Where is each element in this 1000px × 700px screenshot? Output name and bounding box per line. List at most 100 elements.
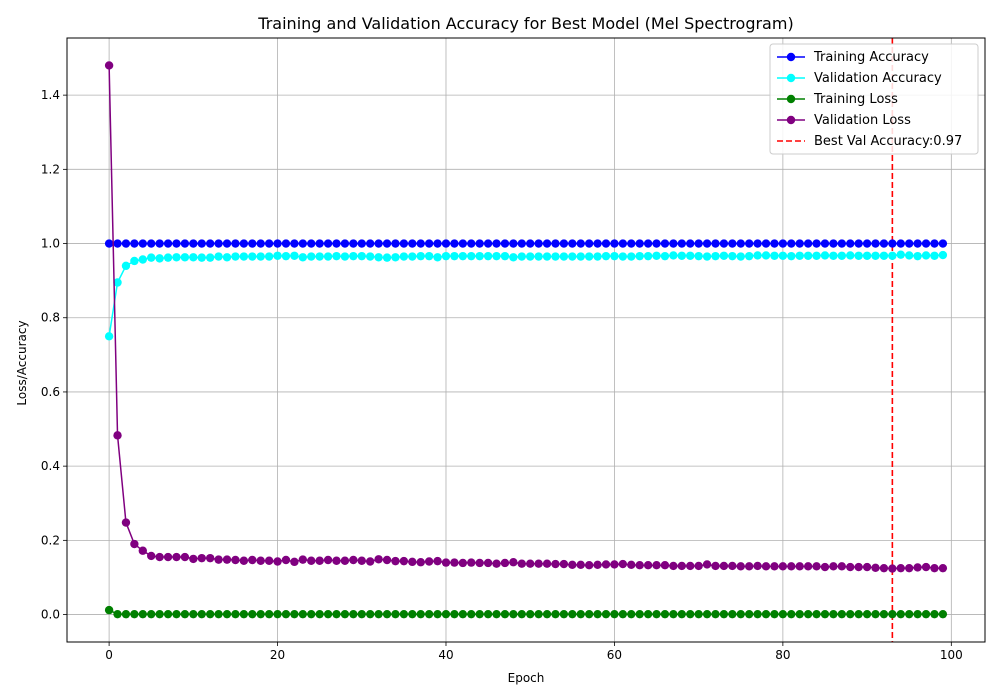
data-point bbox=[669, 609, 678, 619]
data-point bbox=[753, 239, 762, 248]
data-point bbox=[930, 251, 939, 260]
data-point bbox=[189, 239, 198, 248]
data-point bbox=[441, 609, 451, 619]
data-point bbox=[888, 251, 897, 260]
data-point bbox=[307, 252, 316, 261]
data-point bbox=[677, 239, 687, 248]
data-point bbox=[509, 253, 518, 262]
data-point bbox=[509, 558, 518, 567]
data-point bbox=[399, 239, 409, 248]
data-point bbox=[930, 239, 939, 248]
data-point bbox=[854, 239, 863, 248]
data-point bbox=[130, 239, 139, 248]
data-point bbox=[189, 253, 198, 262]
data-point bbox=[408, 557, 417, 567]
data-point bbox=[627, 252, 636, 261]
data-point bbox=[905, 239, 914, 248]
data-point bbox=[744, 562, 754, 571]
data-point bbox=[273, 251, 282, 260]
data-point bbox=[559, 559, 569, 569]
data-point bbox=[719, 251, 729, 260]
data-point bbox=[332, 609, 341, 619]
data-point bbox=[214, 239, 223, 248]
data-point bbox=[197, 609, 206, 619]
data-point bbox=[197, 253, 206, 262]
data-point bbox=[357, 556, 366, 565]
data-point bbox=[938, 250, 948, 260]
data-point bbox=[686, 239, 695, 248]
data-point bbox=[492, 251, 501, 261]
data-point bbox=[340, 239, 350, 248]
data-point bbox=[879, 239, 889, 248]
data-point bbox=[862, 562, 872, 572]
data-point bbox=[323, 252, 333, 261]
data-point bbox=[854, 562, 863, 572]
data-point bbox=[702, 252, 712, 261]
data-point bbox=[147, 253, 156, 262]
data-point bbox=[736, 239, 745, 248]
data-point bbox=[365, 239, 375, 248]
data-point bbox=[778, 562, 788, 571]
data-point bbox=[382, 609, 392, 619]
data-point bbox=[711, 609, 720, 619]
data-point bbox=[138, 255, 147, 264]
data-point bbox=[155, 254, 164, 263]
data-point bbox=[534, 559, 543, 568]
data-point bbox=[753, 609, 762, 619]
data-point bbox=[702, 560, 712, 569]
data-point bbox=[197, 553, 206, 563]
data-point bbox=[424, 239, 434, 248]
data-point bbox=[441, 239, 451, 248]
data-point bbox=[290, 609, 299, 619]
data-point bbox=[197, 239, 206, 248]
data-point bbox=[593, 252, 602, 261]
data-point bbox=[888, 564, 897, 573]
data-point bbox=[728, 609, 737, 619]
data-point bbox=[829, 239, 838, 248]
data-point bbox=[155, 609, 164, 619]
data-point bbox=[467, 609, 476, 619]
data-point bbox=[660, 251, 670, 261]
data-point bbox=[610, 239, 619, 248]
y-tick-label: 0.2 bbox=[41, 533, 60, 547]
y-tick-label: 1.4 bbox=[41, 88, 60, 102]
data-point bbox=[239, 556, 249, 565]
data-point bbox=[542, 239, 552, 248]
data-point bbox=[349, 251, 358, 261]
data-point bbox=[711, 239, 720, 248]
legend-label-training-loss: Training Loss bbox=[813, 92, 898, 107]
data-point bbox=[854, 251, 863, 260]
x-tick-label: 100 bbox=[940, 648, 963, 662]
data-point bbox=[163, 239, 173, 248]
data-point bbox=[500, 251, 510, 261]
data-point bbox=[669, 251, 678, 260]
data-point bbox=[770, 251, 779, 260]
data-point bbox=[172, 609, 181, 619]
data-point bbox=[500, 609, 510, 619]
legend-label-validation-accuracy: Validation Accuracy bbox=[814, 71, 942, 86]
data-point bbox=[273, 609, 282, 619]
data-point bbox=[130, 539, 139, 549]
data-point bbox=[896, 609, 905, 619]
data-point bbox=[551, 559, 560, 569]
data-point bbox=[264, 556, 274, 565]
data-point bbox=[509, 239, 518, 248]
legend-label-training-accuracy: Training Accuracy bbox=[813, 50, 929, 65]
data-point bbox=[829, 562, 838, 571]
data-point bbox=[534, 609, 543, 619]
data-point bbox=[702, 609, 712, 619]
data-point bbox=[686, 609, 695, 619]
data-point bbox=[483, 239, 493, 248]
data-point bbox=[837, 251, 847, 260]
y-tick-label: 0.8 bbox=[41, 311, 60, 325]
data-point bbox=[416, 558, 425, 567]
data-point bbox=[728, 561, 737, 571]
data-point bbox=[433, 239, 442, 248]
data-point bbox=[315, 609, 324, 619]
data-point bbox=[846, 239, 855, 248]
data-point bbox=[795, 609, 804, 619]
data-point bbox=[172, 552, 181, 562]
axes-frame bbox=[66, 37, 986, 643]
data-point bbox=[652, 609, 661, 619]
data-point bbox=[778, 239, 788, 248]
